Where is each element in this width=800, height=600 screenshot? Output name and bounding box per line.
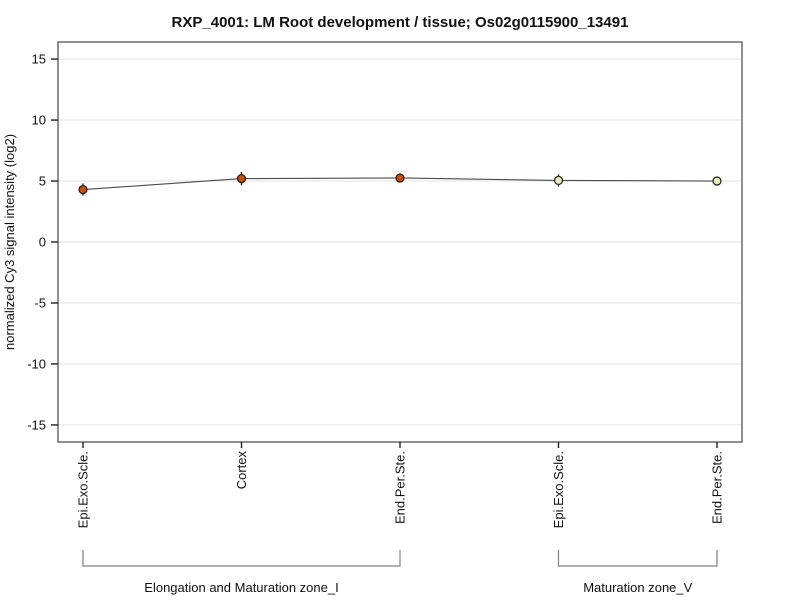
data-point [553, 175, 564, 186]
y-tick-label: -5 [34, 295, 46, 310]
y-tick-label: -15 [27, 417, 46, 432]
x-tick-label: Epi.Exo.Scle. [76, 451, 91, 528]
x-tick-label: End.Per.Ste. [710, 451, 725, 524]
x-tick-label: Cortex [234, 451, 249, 490]
group-label: Maturation zone_V [583, 580, 692, 595]
y-tick-label: -10 [27, 356, 46, 371]
data-point [712, 176, 722, 186]
x-tick-label: End.Per.Ste. [393, 451, 408, 524]
group-label: Elongation and Maturation zone_I [144, 580, 338, 595]
y-tick-label: 10 [32, 113, 46, 128]
data-point [78, 184, 88, 195]
y-axis-label: normalized Cy3 signal intensity (log2) [2, 134, 17, 350]
group-bracket [557, 550, 718, 567]
group-bracket [82, 550, 401, 567]
chart-title: RXP_4001: LM Root development / tissue; … [172, 14, 629, 31]
y-tick-label: 15 [32, 52, 46, 67]
y-tick-label: 5 [39, 174, 46, 189]
data-point [395, 173, 405, 183]
x-tick-label: Epi.Exo.Scle. [551, 451, 566, 528]
data-point [236, 173, 247, 184]
y-tick-label: 0 [39, 235, 46, 250]
